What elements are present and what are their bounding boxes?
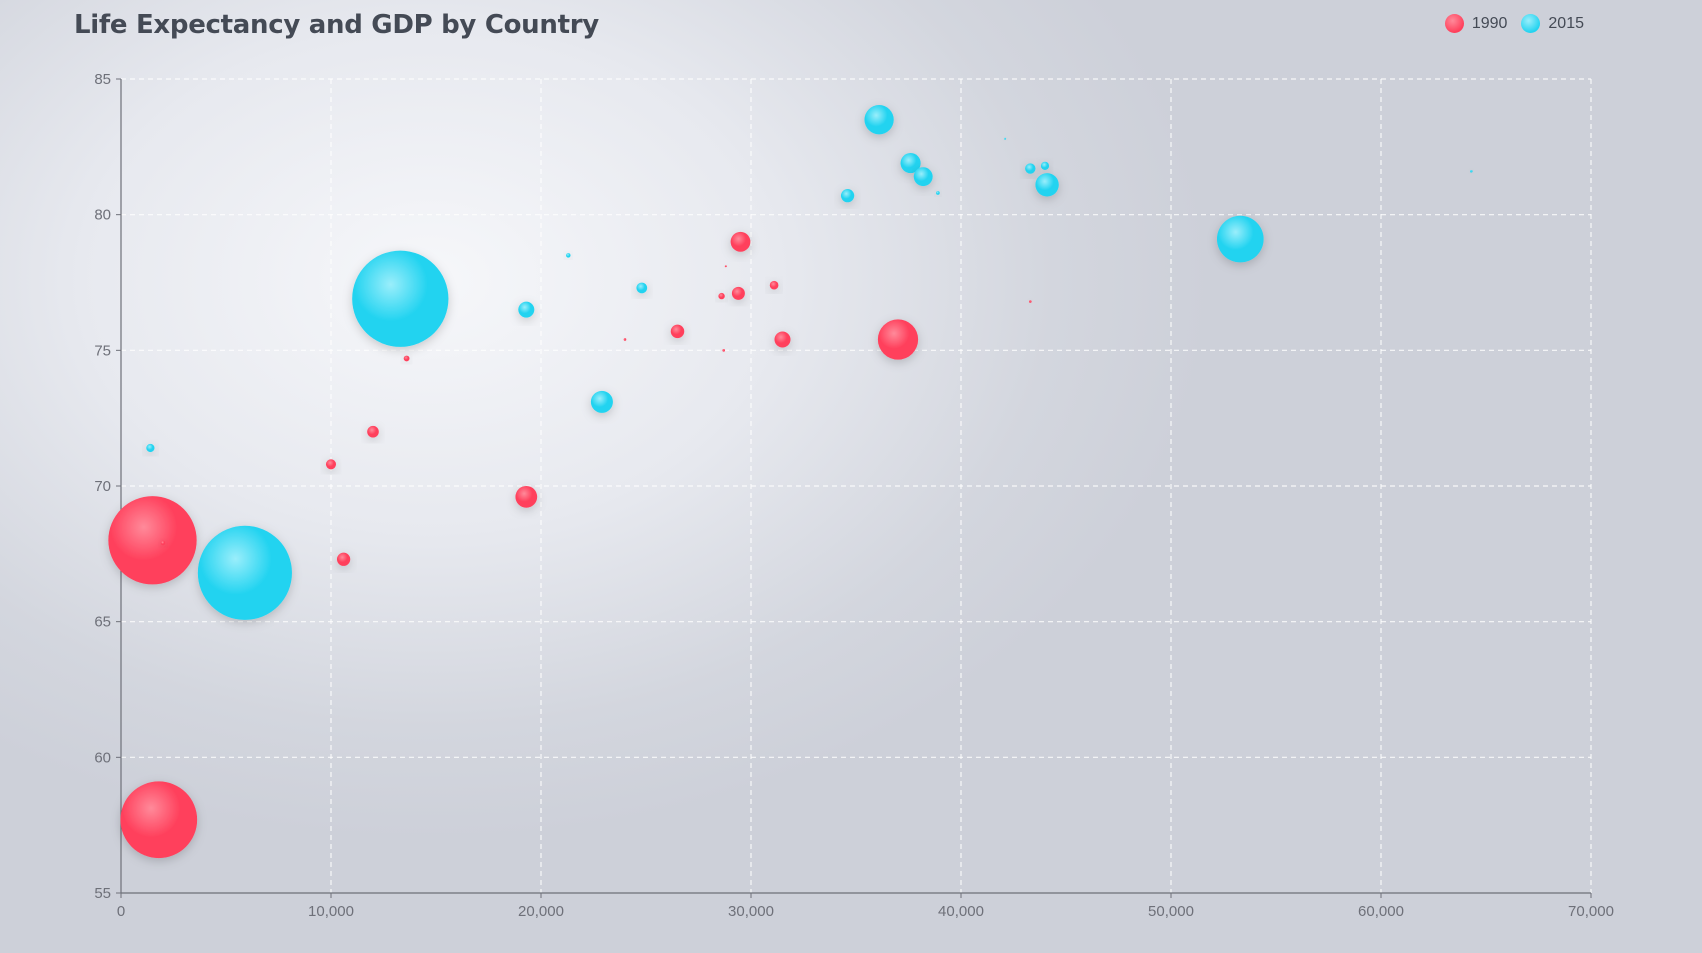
bubble-2015 — [1025, 163, 1036, 174]
bubble-1990 — [877, 319, 919, 360]
bubble-2015 — [1216, 215, 1264, 263]
y-tick-label: 60 — [94, 749, 111, 766]
bubble-1990 — [108, 496, 197, 585]
bubble-1990 — [336, 552, 351, 566]
bubble-1990 — [367, 425, 379, 438]
bubble-2015 — [518, 301, 535, 318]
x-tick-label: 20,000 — [518, 903, 564, 920]
bubble-1990 — [724, 265, 727, 268]
axes: 0 10,000 20,000 30,000 40,000 50,000 60,000 70,… — [94, 71, 1614, 920]
bubble-1990 — [160, 540, 166, 546]
x-tick-label: 30,000 — [728, 903, 774, 920]
legend-item-2015[interactable]: 2015 — [1521, 14, 1584, 33]
bubble-2015 — [864, 105, 894, 135]
bubble-1990 — [325, 459, 337, 470]
bubble-1990 — [120, 781, 198, 859]
bubble-1990 — [718, 292, 725, 300]
y-tick-label: 80 — [94, 207, 111, 224]
grid-lines — [121, 78, 1592, 893]
bubble-2015 — [590, 390, 613, 413]
bubble-1990 — [731, 286, 745, 300]
series-2015 — [146, 105, 1473, 620]
x-tick-label: 10,000 — [308, 903, 354, 920]
bubble-1990 — [769, 280, 779, 290]
legend-label-1990: 1990 — [1471, 14, 1508, 32]
bubble-1990 — [1029, 300, 1032, 303]
bubble-2015 — [197, 525, 292, 620]
y-tick-label: 70 — [94, 478, 111, 495]
bubble-1990 — [623, 338, 627, 341]
legend-swatch-1990 — [1444, 14, 1464, 33]
bubble-2015 — [1035, 173, 1059, 197]
bubble-1990 — [403, 355, 410, 362]
bubble-2015 — [840, 189, 855, 203]
bubble-1990 — [670, 324, 685, 339]
bubble-2015 — [146, 443, 155, 453]
bubble-2015 — [1470, 169, 1473, 173]
bubbles — [108, 105, 1473, 859]
bubble-2015 — [636, 282, 648, 294]
x-tick-label: 70,000 — [1568, 903, 1614, 920]
legend-swatch-2015 — [1521, 14, 1541, 33]
chart-legend: 1990 2015 — [1444, 14, 1584, 33]
x-tick-label: 60,000 — [1358, 903, 1404, 920]
y-tick-label: 65 — [94, 614, 111, 631]
legend-item-1990[interactable]: 1990 — [1444, 14, 1508, 33]
bubble-2015 — [913, 167, 933, 187]
bubble-2015 — [900, 153, 921, 174]
bubble-1990 — [515, 485, 538, 508]
x-tick-label: 40,000 — [938, 903, 984, 920]
bubble-1990 — [722, 349, 725, 352]
series-1990 — [108, 231, 1032, 859]
bubble-2015 — [1040, 161, 1050, 170]
bubble-1990 — [774, 331, 791, 348]
x-tick-label: 50,000 — [1148, 903, 1194, 920]
y-tick-label: 85 — [94, 71, 111, 88]
y-tick-label: 55 — [94, 885, 111, 902]
bubble-2015 — [352, 250, 449, 347]
y-tick-label: 75 — [94, 342, 111, 359]
bubble-1990 — [730, 231, 751, 252]
bubble-2015 — [566, 253, 571, 258]
legend-label-2015: 2015 — [1548, 14, 1584, 32]
bubble-2015 — [1004, 137, 1007, 140]
chart-title: Life Expectancy and GDP by Country — [74, 10, 599, 40]
x-tick-label: 0 — [117, 903, 125, 920]
bubble-2015 — [936, 191, 940, 195]
